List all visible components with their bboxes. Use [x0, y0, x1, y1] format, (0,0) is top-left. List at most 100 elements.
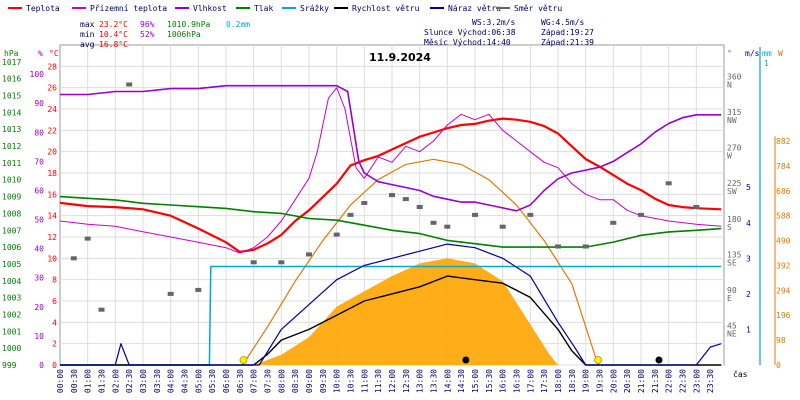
direction-tick-degree: 315: [727, 108, 742, 117]
humidity-tick-label: 0: [39, 361, 44, 370]
time-tick-label: 17:30: [540, 369, 549, 393]
solar-tick-label: 98: [776, 336, 786, 345]
solar-tick-label: 294: [776, 286, 791, 295]
pressure-unit: hPa: [4, 49, 19, 58]
wind-direction-point: [250, 260, 257, 265]
direction-tick-name: NW: [727, 116, 737, 125]
direction-tick-name: E: [727, 294, 732, 303]
pressure-tick-label: 1000: [2, 344, 21, 353]
stats-max-rain: 0.2mm: [226, 20, 250, 29]
temperature-tick-label: 28: [47, 62, 57, 71]
wind-direction-point: [610, 220, 617, 225]
wind-direction-point: [402, 197, 409, 202]
temperature-tick-label: 8: [52, 276, 57, 285]
info-sunrise: Slunce Východ:06:38: [424, 28, 516, 37]
time-tick-label: 05:00: [194, 369, 203, 393]
pressure-tick-label: 1003: [2, 294, 21, 303]
time-tick-label: 20:00: [609, 369, 618, 393]
time-tick-label: 02:30: [125, 369, 134, 393]
direction-tick-degree: 90: [727, 286, 737, 295]
info-wind-speed: WS:3.2m/s: [472, 18, 516, 27]
wind-direction-point: [306, 252, 312, 257]
direction-tick-degree: 180: [727, 215, 742, 224]
direction-tick-degree: 270: [727, 144, 742, 153]
wind-direction-point: [430, 220, 437, 225]
legend-label: Náraz větru: [448, 4, 501, 13]
rain-unit: mm: [762, 49, 772, 58]
time-tick-label: 08:00: [277, 369, 286, 393]
info-moonrise: Měsíc Východ:14:40: [424, 38, 511, 47]
humidity-tick-label: 70: [34, 157, 44, 166]
time-tick-label: 11:30: [374, 369, 383, 393]
direction-tick-name: N: [727, 81, 732, 90]
series-prizemni-teplota-line: [59, 87, 722, 254]
temperature-unit: °C: [49, 49, 59, 58]
pressure-tick-label: 1009: [2, 193, 21, 202]
temperature-tick-label: 12: [47, 233, 57, 242]
time-tick-label: 23:00: [692, 369, 701, 393]
solar-radiation-area: [253, 258, 558, 365]
solar-max-curve: [242, 158, 599, 366]
direction-tick-name: SW: [727, 187, 737, 196]
pressure-tick-label: 1011: [2, 159, 21, 168]
pressure-tick-label: 1005: [2, 260, 21, 269]
wind-tick-label: 3: [746, 254, 751, 263]
time-tick-label: 15:00: [471, 369, 480, 393]
sunrise-marker: [239, 356, 248, 364]
solar-tick-label: 784: [776, 162, 791, 171]
time-tick-label: 08:30: [291, 369, 300, 393]
temperature-tick-label: 2: [52, 340, 57, 349]
wind-direction-point: [70, 256, 77, 261]
pressure-tick-label: 1002: [2, 310, 21, 319]
legend-label: Teplota: [26, 4, 60, 13]
time-tick-label: 22:30: [679, 369, 688, 393]
time-tick-label: 14:30: [457, 369, 466, 393]
legend-label: Tlak: [254, 4, 273, 13]
time-tick-label: 10:30: [347, 369, 356, 393]
wind-direction-point: [444, 224, 451, 229]
stats-avg-label: avg: [80, 40, 95, 49]
wind-direction-point: [347, 212, 354, 217]
wind-direction-point: [98, 307, 105, 312]
stats-min-temp: 10.4°C: [99, 30, 128, 39]
temperature-tick-label: 24: [47, 105, 57, 114]
stats-max-humidity: 96%: [140, 20, 155, 29]
series-teplota-line: [59, 117, 722, 253]
stats-min-label: min: [80, 30, 95, 39]
pressure-tick-label: 1008: [2, 209, 21, 218]
solar-tick-label: 882: [776, 137, 791, 146]
humidity-tick-label: 40: [34, 245, 44, 254]
pressure-tick-label: 1017: [2, 58, 21, 67]
time-tick-label: 03:00: [139, 369, 148, 393]
time-tick-label: 17:00: [526, 369, 535, 393]
moonset-marker: [655, 356, 663, 364]
info-wind-gust: WG:4.5m/s: [541, 18, 585, 27]
rain-tick-label: 1: [764, 59, 769, 68]
stats-max-label: max: [80, 20, 95, 29]
legend-label: Přízemní teplota: [90, 4, 167, 13]
time-tick-label: 16:30: [513, 369, 522, 393]
time-tick-label: 04:00: [167, 369, 176, 393]
direction-tick-name: NE: [727, 329, 737, 338]
time-tick-label: 10:00: [333, 369, 342, 393]
stats-max-temp: 23.2°C: [99, 20, 128, 29]
solar-unit: W: [778, 49, 783, 58]
time-tick-label: 09:00: [305, 369, 314, 393]
wind-tick-label: 5: [746, 183, 751, 192]
time-tick-label: 21:30: [651, 369, 660, 393]
time-tick-label: 01:30: [98, 369, 107, 393]
pressure-tick-label: 1016: [2, 75, 21, 84]
direction-tick-name: SE: [727, 258, 737, 267]
time-tick-label: 13:00: [416, 369, 425, 393]
wind-direction-point: [167, 291, 174, 296]
wind-direction-point: [333, 232, 340, 237]
solar-tick-label: 196: [776, 311, 791, 320]
pressure-tick-label: 1010: [2, 176, 21, 185]
solar-tick-label: 588: [776, 212, 791, 221]
time-tick-label: 06:30: [236, 369, 245, 393]
time-tick-label: 11:00: [360, 369, 369, 393]
solar-tick-label: 686: [776, 187, 791, 196]
temperature-tick-label: 0: [52, 361, 57, 370]
